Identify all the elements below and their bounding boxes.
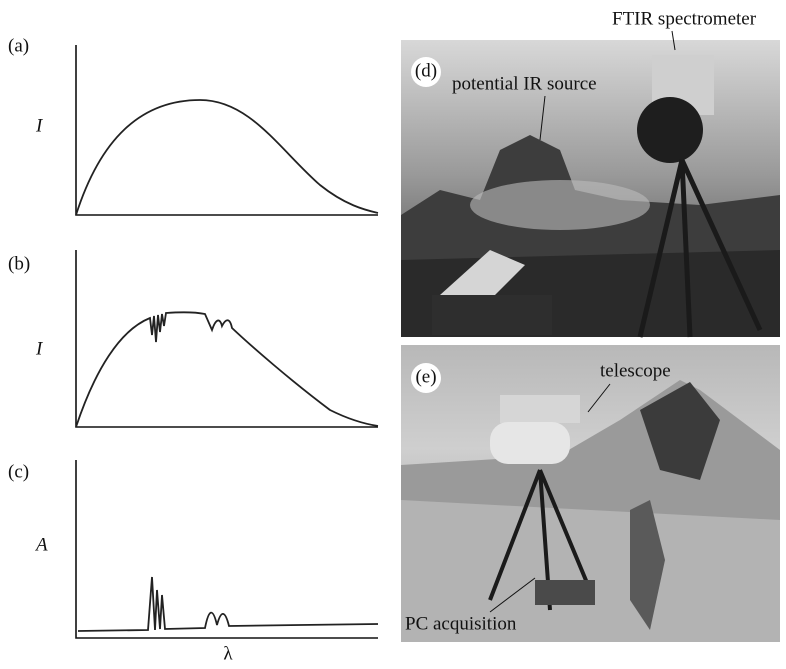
photo (401, 345, 780, 642)
panel-label: (c) (8, 461, 29, 482)
figure: (a) I (b) I (c) A λ (d) potential IR sou… (0, 0, 786, 664)
curve (76, 312, 378, 427)
x-axis-label: λ (223, 643, 233, 664)
curve (76, 100, 378, 215)
annotation: PC acquisition (405, 613, 517, 634)
panel-label: (a) (8, 35, 29, 56)
photo-label: (d) (415, 60, 437, 81)
axis-label: I (35, 115, 44, 136)
panel-label: (b) (8, 253, 30, 274)
annotation: FTIR spectrometer (612, 8, 757, 29)
curve (78, 577, 378, 631)
axis-label: A (34, 534, 48, 555)
axes (76, 460, 378, 638)
axes (76, 45, 378, 215)
photo-label: (e) (415, 366, 436, 387)
annotation: telescope (600, 360, 671, 381)
axis-label: I (35, 338, 44, 359)
annotation: potential IR source (452, 73, 597, 94)
